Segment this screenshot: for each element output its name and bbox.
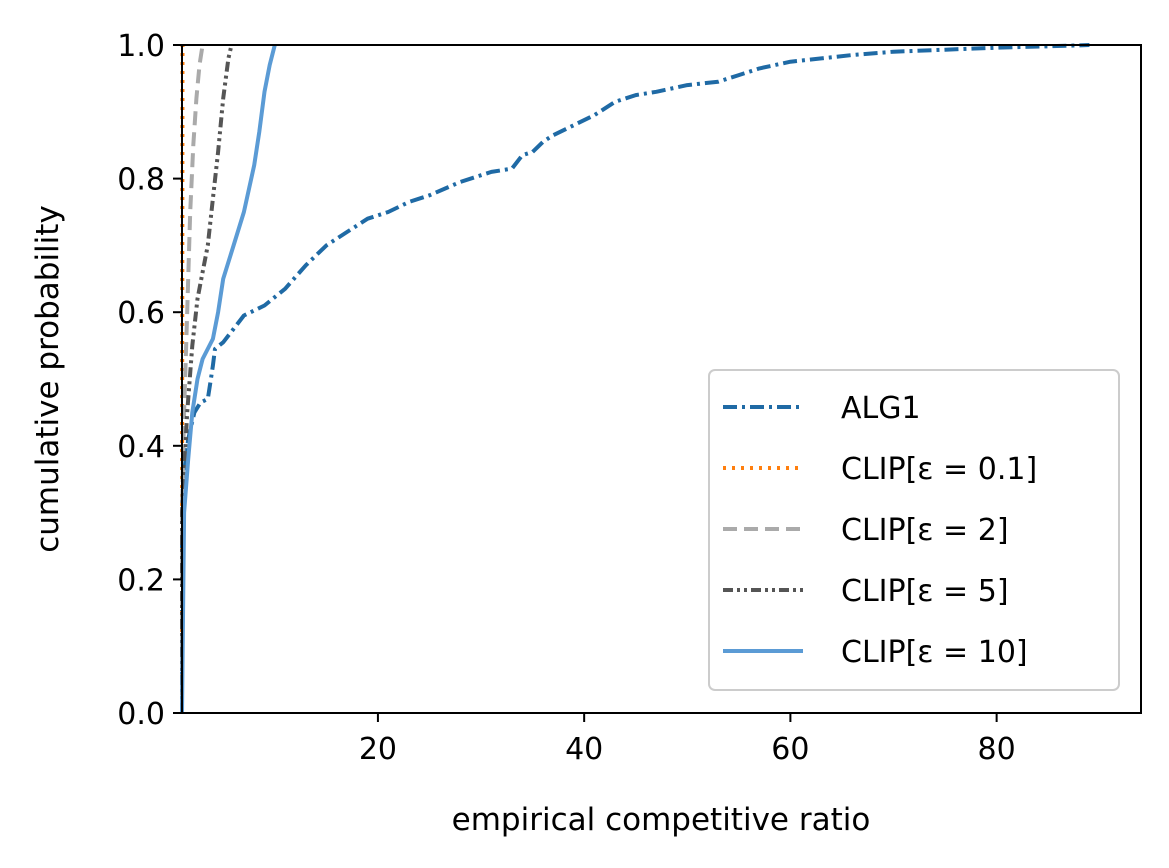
y-tick-label: 1.0	[117, 29, 165, 64]
series-line-4	[180, 44, 277, 714]
y-tick-label: 0.8	[117, 163, 165, 198]
y-tick-label: 0.6	[117, 296, 165, 331]
legend-label-1: CLIP[ε = 0.1]	[841, 452, 1037, 487]
plot-frame	[181, 44, 1142, 714]
series-line-3	[180, 44, 234, 713]
x-axis: 20 40 60 80	[359, 713, 1016, 767]
y-tick-label: 0.0	[117, 697, 165, 732]
legend-box	[708, 369, 1120, 691]
legend-label-3: CLIP[ε = 5]	[841, 574, 1009, 609]
legend: ALG1 CLIP[ε = 0.1] CLIP[ε = 2] CLIP[ε = 5] C…	[708, 369, 1120, 691]
y-axis: 0.0 0.2 0.4 0.6 0.8 1.0	[117, 29, 182, 732]
x-tick-label: 20	[359, 732, 397, 767]
y-axis-label: cumulative probability	[30, 205, 66, 553]
x-tick-label: 40	[565, 732, 603, 767]
y-tick-label: 0.2	[117, 563, 165, 598]
x-tick-label: 80	[978, 732, 1016, 767]
y-tick-label: 0.4	[117, 430, 165, 465]
legend-label-4: CLIP[ε = 10]	[841, 635, 1028, 670]
x-tick-label: 60	[771, 732, 809, 767]
x-axis-label: empirical competitive ratio	[452, 802, 871, 838]
legend-label-0: ALG1	[841, 391, 921, 426]
legend-label-2: CLIP[ε = 2]	[841, 513, 1009, 548]
